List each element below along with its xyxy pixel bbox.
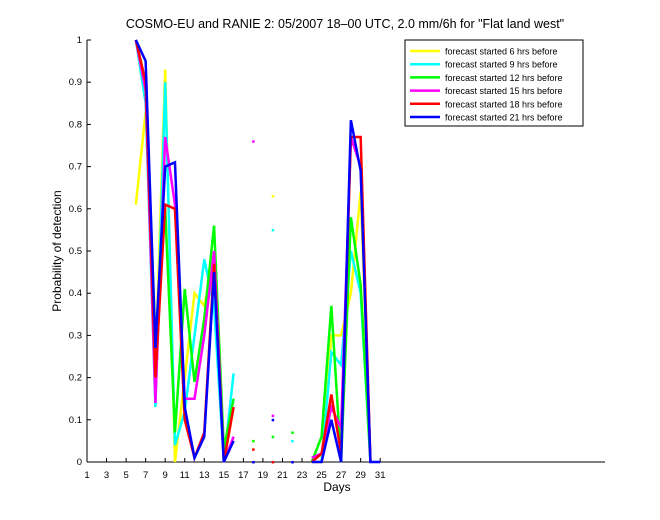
legend-entry: forecast started 21 hrs before bbox=[445, 113, 563, 123]
data-point bbox=[271, 414, 275, 418]
y-tick-label: 0.8 bbox=[69, 119, 82, 130]
data-point bbox=[271, 461, 275, 464]
y-tick-label: 0 bbox=[77, 457, 82, 468]
data-point bbox=[271, 228, 275, 232]
series-3 bbox=[134, 39, 372, 463]
x-tick-label: 21 bbox=[277, 470, 288, 481]
y-axis-label: Probability of detection bbox=[50, 190, 64, 311]
x-tick-label: 3 bbox=[104, 470, 109, 481]
x-tick-label: 13 bbox=[199, 470, 210, 481]
data-point bbox=[252, 439, 255, 443]
y-tick-label: 0.5 bbox=[69, 246, 82, 257]
plot-area bbox=[134, 39, 381, 464]
y-tick-label: 1 bbox=[77, 35, 82, 46]
y-tick-label: 0.9 bbox=[69, 77, 82, 88]
y-tick-label: 0.1 bbox=[69, 415, 82, 426]
data-point bbox=[291, 439, 294, 443]
data-point bbox=[291, 431, 294, 434]
y-tick-label: 0.6 bbox=[69, 204, 82, 215]
x-tick-label: 11 bbox=[180, 470, 190, 481]
chart-title: COSMO-EU and RANIE 2: 05/2007 18–00 UTC,… bbox=[126, 17, 564, 31]
x-tick-label: 9 bbox=[163, 470, 168, 481]
x-tick-label: 5 bbox=[123, 470, 128, 481]
y-tick-label: 0.4 bbox=[69, 288, 82, 299]
series-line bbox=[134, 39, 235, 463]
y-tick-label: 0.3 bbox=[69, 330, 82, 341]
legend-entry: forecast started 15 hrs before bbox=[445, 86, 563, 96]
legend-entry: forecast started 6 hrs before bbox=[445, 47, 558, 57]
x-tick-label: 7 bbox=[143, 470, 148, 481]
x-tick-label: 19 bbox=[258, 470, 269, 481]
data-point bbox=[252, 461, 255, 464]
x-tick-label: 25 bbox=[316, 470, 327, 481]
y-tick-label: 0.2 bbox=[69, 373, 82, 384]
x-tick-label: 17 bbox=[238, 470, 249, 481]
series-5 bbox=[134, 39, 372, 464]
x-tick-label: 15 bbox=[219, 470, 230, 481]
x-tick-label: 27 bbox=[336, 470, 347, 481]
x-tick-label: 23 bbox=[297, 470, 308, 481]
x-axis-label: Days bbox=[323, 480, 350, 494]
x-tick-label: 29 bbox=[355, 470, 366, 481]
data-point bbox=[271, 435, 275, 439]
legend-entry: forecast started 9 hrs before bbox=[445, 60, 558, 70]
x-tick-label: 1 bbox=[84, 470, 89, 481]
x-tick-label: 31 bbox=[375, 470, 386, 481]
legend-entry: forecast started 12 hrs before bbox=[445, 73, 563, 83]
data-point bbox=[271, 195, 275, 198]
axes: 1 3 5 7 9 11 13 15 17 19 21 23 25 27 29 3100.10.20.30.4… bbox=[69, 35, 605, 481]
series-2 bbox=[134, 39, 372, 463]
legend-entry: forecast started 18 hrs before bbox=[445, 99, 563, 109]
y-tick-label: 0.7 bbox=[69, 162, 82, 173]
data-point bbox=[291, 461, 294, 464]
series-line bbox=[311, 119, 381, 464]
data-point bbox=[271, 418, 275, 422]
data-point bbox=[252, 140, 255, 143]
legend-box bbox=[404, 39, 584, 127]
series-6 bbox=[134, 39, 381, 464]
data-point bbox=[252, 448, 255, 451]
series-4 bbox=[134, 39, 372, 463]
legend: forecast started 6 hrs before forecast st… bbox=[404, 39, 584, 127]
